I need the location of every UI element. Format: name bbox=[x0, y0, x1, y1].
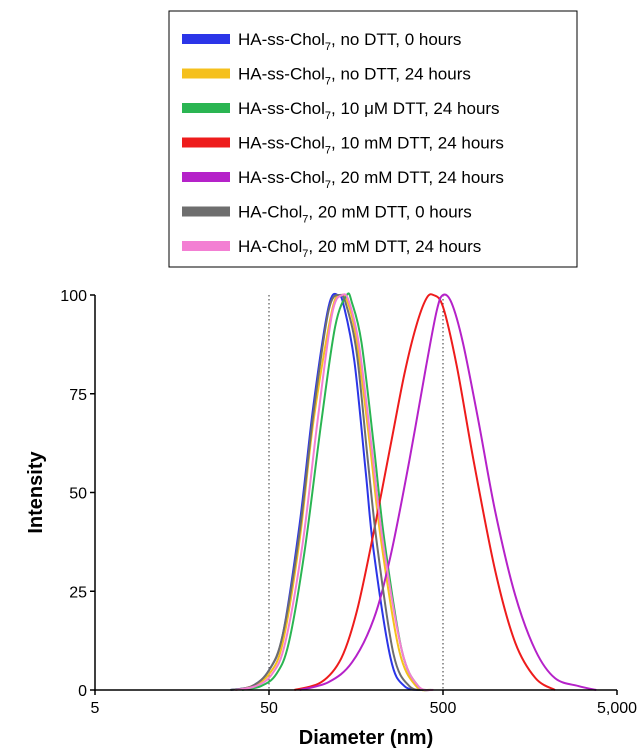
x-tick-label: 5 bbox=[91, 700, 100, 717]
axes: 0 25 50 75 100 5 50 500 5,000 bbox=[60, 288, 637, 717]
series-group bbox=[230, 292, 597, 692]
series-line-2 bbox=[235, 293, 431, 692]
y-tick-label: 0 bbox=[78, 683, 87, 700]
legend-swatch-7 bbox=[182, 241, 230, 251]
legend-swatch-3 bbox=[182, 103, 230, 113]
x-tick-label: 50 bbox=[260, 700, 278, 717]
legend-swatch-1 bbox=[182, 34, 230, 44]
reference-lines bbox=[268, 295, 444, 690]
y-axis-title: Intensity bbox=[25, 451, 47, 534]
legend-swatch-5 bbox=[182, 172, 230, 182]
legend-label-2: HA-ss-Chol7, no DTT, 24 hours bbox=[238, 65, 471, 88]
legend-label-7: HA-Chol7, 20 mM DTT, 24 hours bbox=[238, 237, 481, 260]
legend-label-4: HA-ss-Chol7, 10 mM DTT, 24 hours bbox=[238, 134, 504, 157]
legend-label-3: HA-ss-Chol7, 10 μM DTT, 24 hours bbox=[238, 99, 500, 122]
y-tick-label: 25 bbox=[69, 584, 87, 601]
x-axis-title: Diameter (nm) bbox=[299, 727, 433, 749]
legend-label-5: HA-ss-Chol7, 20 mM DTT, 24 hours bbox=[238, 168, 504, 191]
x-tick-label: 5,000 bbox=[597, 700, 637, 717]
legend-label-6: HA-Chol7, 20 mM DTT, 0 hours bbox=[238, 203, 472, 226]
legend-swatch-2 bbox=[182, 68, 230, 79]
legend-swatch-4 bbox=[182, 137, 230, 148]
series-line-5 bbox=[299, 293, 597, 691]
legend: HA-ss-Chol7, no DTT, 0 hours HA-ss-Chol7,… bbox=[168, 10, 578, 268]
series-line-7 bbox=[235, 293, 434, 692]
series-line-4 bbox=[294, 293, 556, 691]
y-tick-label: 100 bbox=[60, 288, 87, 305]
x-tick-label: 500 bbox=[430, 700, 457, 717]
y-tick-label: 75 bbox=[69, 387, 87, 404]
legend-swatch-6 bbox=[182, 206, 230, 217]
y-tick-label: 50 bbox=[69, 486, 87, 503]
legend-label-1: HA-ss-Chol7, no DTT, 0 hours bbox=[238, 30, 461, 53]
legend-box bbox=[168, 10, 578, 268]
